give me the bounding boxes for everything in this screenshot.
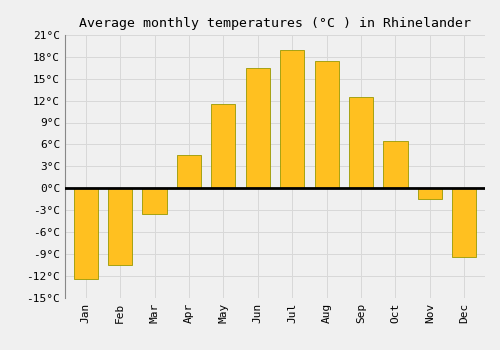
Bar [74,188,98,279]
Bar [452,188,476,257]
Bar [108,188,132,265]
Bar [314,61,338,188]
Bar [142,188,167,214]
Bar [418,188,442,199]
Bar [177,155,201,188]
Bar [384,141,407,188]
Title: Average monthly temperatures (°C ) in Rhinelander: Average monthly temperatures (°C ) in Rh… [79,17,471,30]
Bar [349,97,373,188]
Bar [212,104,236,188]
Bar [280,50,304,188]
Bar [246,68,270,188]
